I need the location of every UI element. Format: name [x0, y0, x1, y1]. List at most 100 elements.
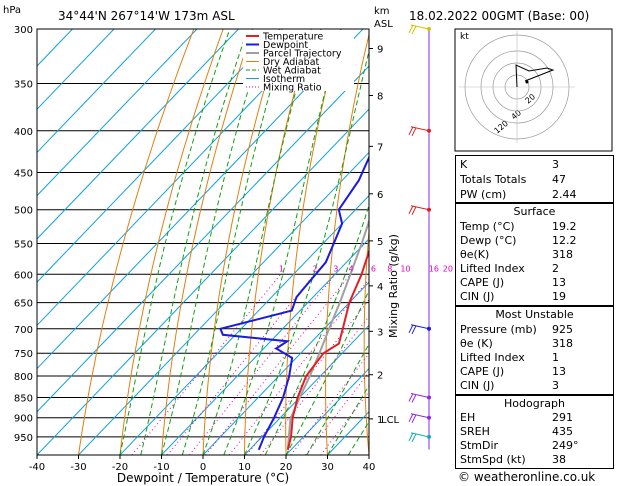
surface-row: θe(K) 318	[460, 248, 573, 261]
wind-barb-flag	[408, 24, 414, 34]
mixing-ratio-line	[205, 273, 351, 455]
isotherm-line	[37, 29, 156, 154]
x-tick-label: -20	[112, 462, 128, 473]
legend-label: Wet Adiabat	[263, 66, 321, 77]
wet-adiabat-line	[161, 29, 268, 455]
wet-adiabat-line	[285, 289, 369, 455]
wet-adiabat-line	[119, 29, 231, 455]
wet-adiabat-line	[223, 29, 342, 455]
km-tick-label: 1	[377, 415, 383, 426]
wind-barb	[410, 432, 430, 438]
mixing-ratio-tick-label: 3	[333, 264, 338, 273]
most-unstable-title: Most Unstable	[495, 308, 574, 321]
dry-adiabat-line	[202, 29, 283, 455]
wind-barb-flag	[408, 393, 414, 402]
x-tick-label: -40	[29, 462, 45, 473]
wind-barb	[410, 324, 430, 330]
most-unstable-row: θe (K) 318	[460, 337, 573, 350]
wet-adiabat-line	[327, 384, 369, 455]
mixing-ratio-tick-label: 8	[387, 264, 392, 273]
pressure-tick-label: 750	[14, 349, 33, 360]
mixing-ratio-tick-label: 1	[279, 264, 284, 273]
wind-barb	[410, 413, 430, 419]
temperature-line	[286, 248, 369, 450]
wind-barb-flag	[408, 432, 414, 442]
most-unstable-row: CIN (J) 3	[460, 379, 559, 392]
chart-profiles	[219, 155, 369, 451]
copyright-text: © weatheronline.co.uk	[458, 470, 596, 484]
km-tick-label: 9	[377, 45, 383, 56]
hodograph-stats-title: Hodograph	[504, 397, 565, 410]
hodograph: kt 20 40 120	[454, 28, 613, 152]
dewpoint-line	[219, 155, 369, 451]
x-tick-label: 30	[321, 462, 334, 473]
hpa-label: hPa	[3, 5, 21, 16]
km-tick-label: 5	[377, 237, 383, 248]
surface-row: CAPE (J) 13	[460, 276, 566, 289]
pressure-tick-label: 650	[14, 299, 33, 310]
dry-adiabat-line	[402, 29, 430, 455]
wet-adiabat-line	[140, 29, 249, 455]
wind-barb-flag	[411, 414, 417, 423]
isotherm-line	[37, 29, 322, 327]
pressure-tick-label: 900	[14, 414, 33, 425]
x-tick-label: 0	[200, 462, 206, 473]
dry-adiabat-line	[363, 225, 369, 455]
x-tick-label: 40	[363, 462, 376, 473]
dry-adiabat-line	[244, 29, 312, 455]
wind-barb-flag	[408, 126, 414, 136]
dry-adiabat-line	[119, 29, 224, 455]
surface-row: Lifted Index 2	[460, 262, 559, 275]
wind-barb-flag	[411, 325, 417, 335]
mixing-ratio-line	[167, 273, 315, 455]
x-tick-label: -30	[70, 462, 86, 473]
mixing-ratio-line	[189, 273, 336, 455]
pressure-tick-label: 850	[14, 393, 33, 404]
pressure-tick-label: 350	[14, 80, 33, 91]
dry-adiabat-line	[161, 29, 254, 455]
pressure-tick-label: 500	[14, 206, 33, 217]
x-axis-label: Dewpoint / Temperature (°C)	[117, 471, 289, 485]
location-title: 34°44'N 267°14'W 173m ASL	[58, 9, 235, 23]
wind-barb-flag	[411, 127, 417, 137]
dry-adiabat-line	[325, 32, 369, 455]
legend-background	[243, 30, 354, 91]
chart-axes: 1234681016202530035040045050055060065070…	[14, 25, 467, 473]
wet-adiabat-line	[306, 342, 369, 455]
hodograph-stats-row: EH 291	[460, 411, 573, 424]
km-tick-label: 8	[377, 91, 383, 102]
wind-barb	[410, 24, 430, 30]
surface-title: Surface	[513, 205, 556, 218]
datetime-title: 18.02.2022 00GMT (Base: 00)	[409, 9, 589, 23]
x-tick-label: -10	[153, 462, 169, 473]
hodograph-stats-row: StmDir 249°	[460, 439, 579, 452]
mixing-ratio-tick-label: 20	[443, 264, 453, 273]
isotherm-line	[37, 29, 115, 110]
legend-label: Mixing Ratio	[263, 83, 322, 94]
hodograph-stats-panel: Hodograph EH 291 SREH 435 StmDir 249° StmSp…	[455, 395, 614, 469]
legend-label: Isotherm	[263, 74, 305, 85]
wind-barb-flag	[411, 25, 417, 35]
pressure-tick-label: 450	[14, 168, 33, 179]
wet-adiabat-line	[264, 203, 369, 455]
surface-row: Temp (°C) 19.2	[460, 220, 577, 233]
chart-grid	[37, 29, 430, 455]
isotherm-line	[37, 29, 198, 197]
mixing-ratio-tick-label: 6	[371, 264, 376, 273]
wind-barbs	[408, 24, 431, 450]
hodograph-stats-row: SREH 435	[460, 425, 573, 438]
legend-label: Dewpoint	[263, 40, 308, 51]
isotherm-line	[37, 65, 369, 413]
wind-barb-flag	[408, 205, 414, 214]
isotherm-line	[78, 151, 369, 455]
mixing-ratio-tick-label: 2	[312, 264, 317, 273]
hodograph-trace	[515, 64, 555, 88]
parcel-trajectory-line	[286, 218, 369, 450]
isotherm-line	[37, 29, 239, 240]
isotherm-line	[244, 324, 369, 455]
mixing-ratio-tick-label: 16	[429, 264, 439, 273]
mixing-ratio-tick-label: 4	[349, 264, 354, 273]
isotherm-line	[285, 367, 369, 455]
